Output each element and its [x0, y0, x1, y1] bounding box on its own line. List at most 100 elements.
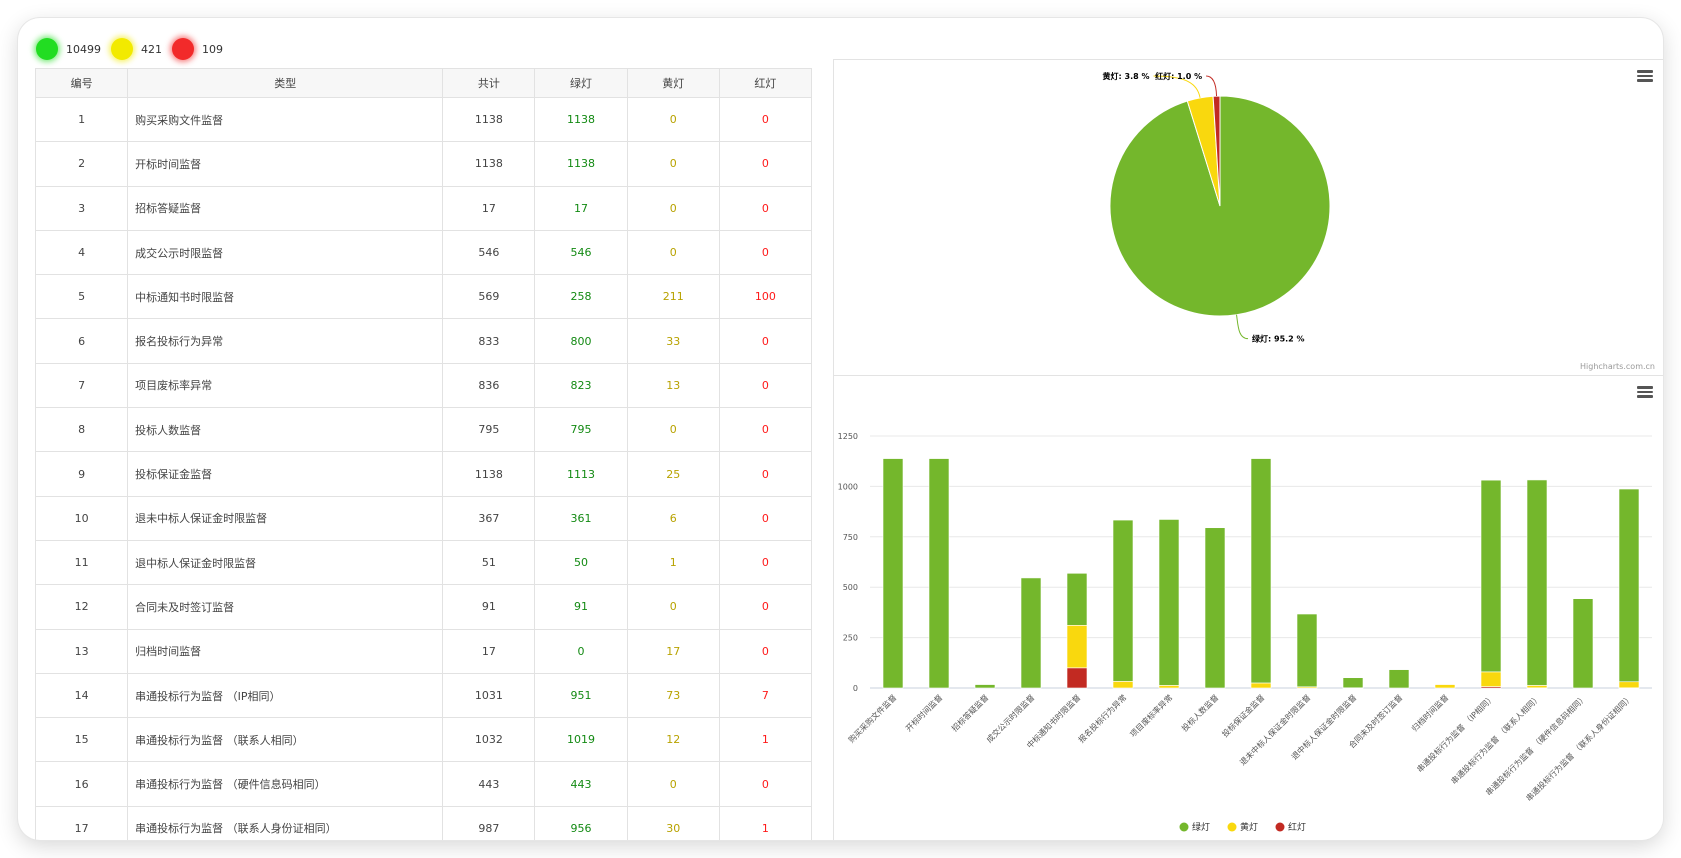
- cell-red: 0: [718, 584, 812, 630]
- bar-segment[interactable]: [1112, 519, 1134, 682]
- cell-type: 投标保证金监督: [127, 451, 444, 497]
- cell-red: 0: [718, 495, 812, 541]
- status-summary: 10499 421 109: [36, 36, 233, 62]
- cell-total: 17: [442, 628, 536, 674]
- bar-segment[interactable]: [1526, 685, 1548, 689]
- cell-type: 报名投标行为异常: [127, 318, 444, 364]
- cell-total: 51: [442, 539, 536, 586]
- cell-red: 1: [718, 805, 812, 840]
- pie-slice[interactable]: [1212, 95, 1221, 207]
- legend-marker-icon[interactable]: [1179, 822, 1189, 832]
- bar-segment[interactable]: [1618, 488, 1640, 683]
- cell-red: 0: [718, 407, 812, 453]
- cell-type: 退中标人保证金时限监督: [127, 539, 444, 586]
- cell-yellow: 0: [626, 185, 720, 231]
- bar-segment[interactable]: [1250, 458, 1272, 684]
- bar-segment[interactable]: [1066, 572, 1088, 626]
- cell-yellow: 73: [626, 672, 720, 719]
- bar-segment[interactable]: [1296, 613, 1318, 688]
- table-row: 11 退中标人保证金时限监督 51 50 1 0: [35, 539, 812, 586]
- legend-item[interactable]: 绿灯: [1192, 821, 1210, 833]
- cell-green: 1113: [534, 451, 628, 497]
- pie-connector: [1153, 75, 1201, 98]
- legend-marker-icon[interactable]: [1275, 822, 1285, 832]
- supervision-table-container[interactable]: 编号 类型 共计 绿灯 黄灯 红灯 1 购买采购文件监督 1138 1138 0 0 2 开标…: [35, 68, 812, 840]
- cell-green: 91: [534, 584, 628, 630]
- cell-type: 退未中标人保证金时限监督: [127, 495, 444, 541]
- cell-no: 17: [35, 805, 129, 840]
- bar-segment[interactable]: [1618, 681, 1640, 689]
- pie-connector: [1236, 314, 1249, 340]
- cell-red: 7: [718, 672, 812, 719]
- cell-red: 0: [718, 96, 812, 143]
- cell-total: 1031: [442, 672, 536, 719]
- chart-credits[interactable]: Highcharts.com.cn: [1580, 362, 1655, 371]
- bar-segment[interactable]: [1112, 681, 1134, 689]
- bar-segment[interactable]: [1066, 667, 1088, 689]
- cell-yellow: 1: [626, 539, 720, 586]
- chart-menu-icon[interactable]: [1637, 386, 1653, 398]
- cell-red: 0: [718, 318, 812, 364]
- cell-green: 951: [534, 672, 628, 719]
- chart-menu-icon[interactable]: [1637, 70, 1653, 82]
- table-row: 17 串通投标行为监督 （联系人身份证相同） 987 956 30 1: [35, 805, 812, 840]
- bar-segment[interactable]: [1572, 598, 1594, 689]
- table-row: 16 串通投标行为监督 （硬件信息码相同） 443 443 0 0: [35, 761, 812, 807]
- bar-segment[interactable]: [1526, 479, 1548, 686]
- cell-no: 11: [35, 539, 129, 586]
- green-count: 10499: [66, 42, 101, 56]
- table-row: 10 退未中标人保证金时限监督 367 361 6 0: [35, 495, 812, 541]
- table-row: 15 串通投标行为监督 （联系人相同） 1032 1019 12 1: [35, 717, 812, 763]
- bar-segment[interactable]: [1388, 669, 1410, 689]
- cell-yellow: 17: [626, 628, 720, 674]
- cell-no: 8: [35, 407, 129, 453]
- cell-type: 招标答疑监督: [127, 185, 444, 231]
- y-tick-label: 750: [843, 533, 858, 542]
- pie-chart: 绿灯: 95.2 % 黄灯: 3.8 % 红灯: 1.0 %: [1103, 71, 1331, 344]
- bar-segment[interactable]: [974, 684, 996, 689]
- cell-red: 0: [718, 451, 812, 497]
- cell-no: 9: [35, 451, 129, 497]
- bar-segment[interactable]: [1020, 577, 1042, 689]
- cell-total: 987: [442, 805, 536, 840]
- chart-legend: 绿灯 黄灯 红灯: [1179, 821, 1306, 833]
- bar-segment[interactable]: [1204, 527, 1226, 689]
- bar-segment[interactable]: [882, 458, 904, 689]
- cell-yellow: 12: [626, 717, 720, 763]
- cell-no: 4: [35, 229, 129, 276]
- bar-segment[interactable]: [1480, 671, 1502, 687]
- app-frame: 10499 421 109 编号 类型 共计 绿灯 黄灯 红灯 1 购买采购文件监: [18, 18, 1663, 840]
- cell-total: 1138: [442, 141, 536, 187]
- yellow-light-icon: [111, 38, 133, 60]
- bar-segment[interactable]: [1250, 682, 1272, 689]
- legend-item[interactable]: 红灯: [1288, 821, 1306, 833]
- x-tick-label: 报名投标行为异常: [1076, 692, 1128, 744]
- table-row: 4 成交公示时限监督 546 546 0 0: [35, 229, 812, 276]
- bar-segment[interactable]: [1158, 519, 1180, 686]
- bar-segment[interactable]: [928, 458, 950, 689]
- bar-segment[interactable]: [1066, 625, 1088, 669]
- bar-segment[interactable]: [1434, 684, 1456, 689]
- cell-total: 17: [442, 185, 536, 231]
- cell-type: 投标人数监督: [127, 407, 444, 453]
- cell-type: 项目废标率异常: [127, 362, 444, 409]
- cell-red: 1: [718, 717, 812, 763]
- table-row: 9 投标保证金监督 1138 1113 25 0: [35, 451, 812, 497]
- cell-yellow: 0: [626, 141, 720, 187]
- bar-segment[interactable]: [1158, 685, 1180, 689]
- legend-marker-icon[interactable]: [1227, 822, 1237, 832]
- cell-green: 1138: [534, 96, 628, 143]
- cell-type: 购买采购文件监督: [127, 96, 444, 143]
- table-row: 12 合同未及时签订监督 91 91 0 0: [35, 584, 812, 630]
- bar-segment[interactable]: [1480, 479, 1502, 673]
- cell-yellow: 25: [626, 451, 720, 497]
- cell-total: 836: [442, 362, 536, 409]
- table-row: 13 归档时间监督 17 0 17 0: [35, 628, 812, 674]
- header-green: 绿灯: [534, 68, 628, 98]
- cell-green: 956: [534, 805, 628, 840]
- legend-item[interactable]: 黄灯: [1240, 821, 1258, 833]
- cell-yellow: 211: [626, 274, 720, 320]
- bar-segment[interactable]: [1342, 677, 1364, 689]
- table-row: 1 购买采购文件监督 1138 1138 0 0: [35, 96, 812, 143]
- stacked-bar-chart: 0 250 500 750 1000 1250 购买采购文件监督 开标时间监督 招标答疑监督成交…: [838, 432, 1652, 833]
